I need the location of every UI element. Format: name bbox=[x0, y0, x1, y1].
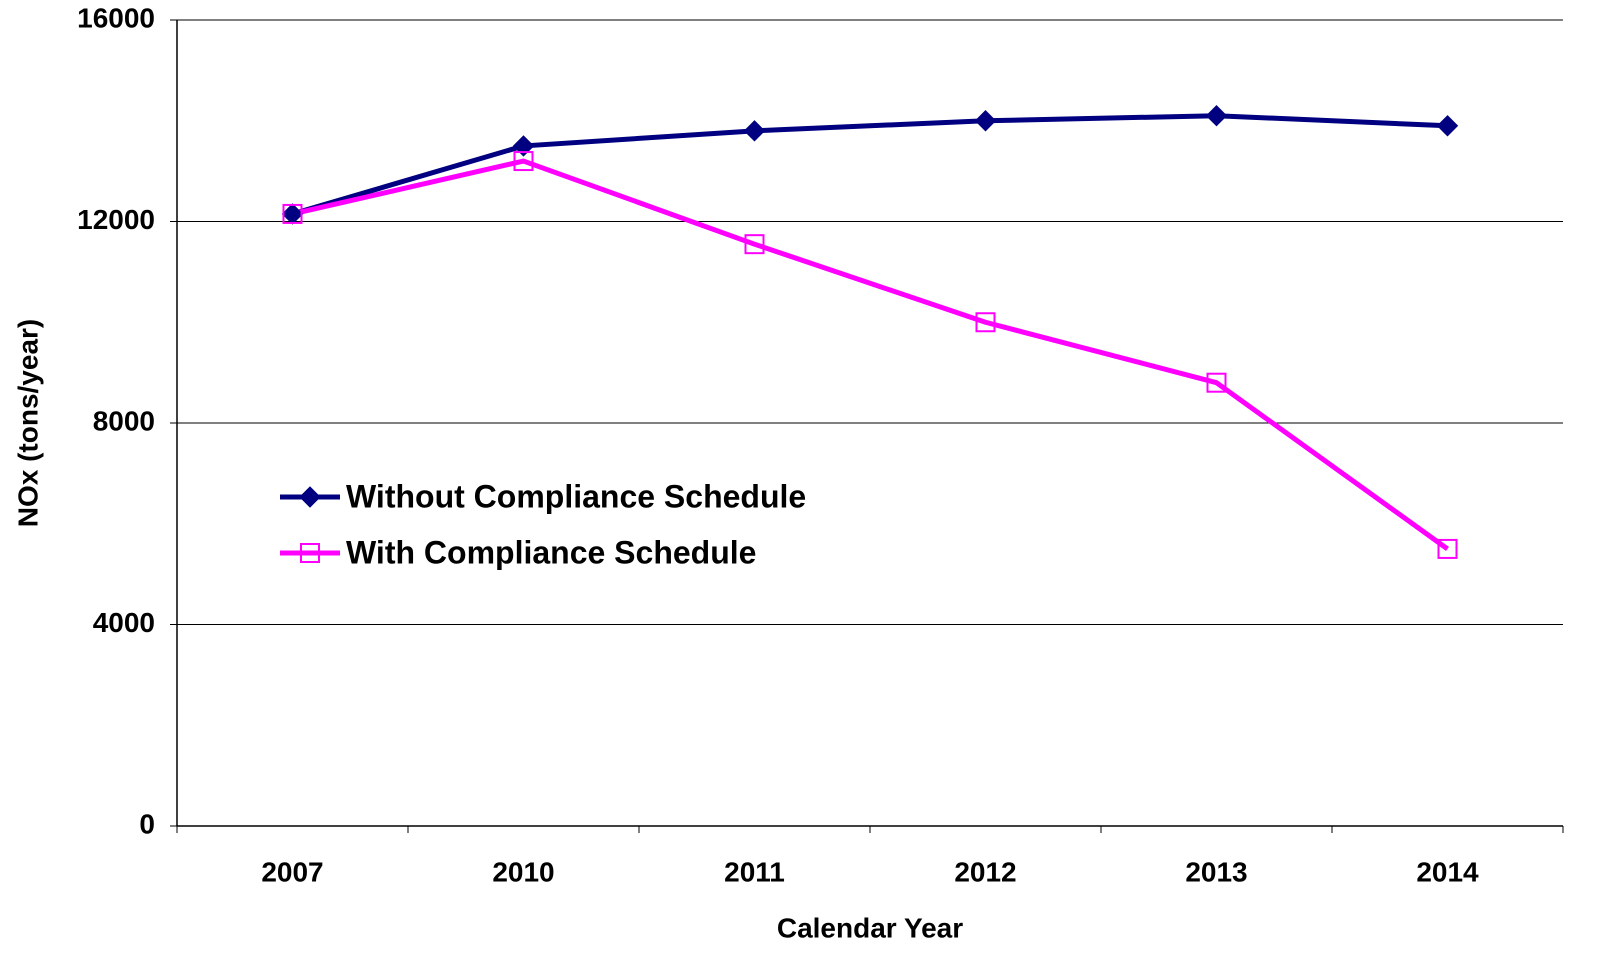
y-axis-title: NOx (tons/year) bbox=[12, 319, 43, 528]
x-tick-label: 2011 bbox=[724, 856, 785, 887]
series-line bbox=[291, 113, 1448, 217]
marker bbox=[282, 203, 303, 224]
marker bbox=[512, 135, 535, 157]
legend-marker bbox=[300, 543, 320, 563]
marker bbox=[1436, 115, 1459, 137]
marker bbox=[1206, 372, 1227, 393]
marker bbox=[975, 312, 996, 333]
x-tick-label: 2014 bbox=[1416, 856, 1479, 887]
x-tick-label: 2010 bbox=[492, 856, 554, 887]
y-tick-label: 4000 bbox=[93, 607, 155, 638]
legend-marker bbox=[299, 486, 321, 508]
series-line bbox=[291, 158, 1449, 551]
marker bbox=[1437, 538, 1458, 559]
y-tick-label: 0 bbox=[139, 808, 155, 839]
y-tick-label: 8000 bbox=[93, 405, 155, 436]
marker bbox=[1205, 105, 1228, 127]
x-tick-label: 2012 bbox=[954, 856, 1016, 887]
marker bbox=[513, 151, 534, 172]
x-tick-label: 2013 bbox=[1185, 856, 1247, 887]
marker bbox=[743, 120, 766, 142]
marker bbox=[744, 234, 765, 255]
legend-label: With Compliance Schedule bbox=[346, 534, 756, 570]
marker bbox=[974, 110, 997, 132]
y-tick-label: 16000 bbox=[77, 2, 155, 33]
x-axis-title: Calendar Year bbox=[777, 912, 963, 943]
y-tick-label: 12000 bbox=[77, 204, 155, 235]
x-tick-label: 2007 bbox=[261, 856, 323, 887]
marker bbox=[281, 203, 304, 225]
legend-label: Without Compliance Schedule bbox=[346, 478, 806, 514]
